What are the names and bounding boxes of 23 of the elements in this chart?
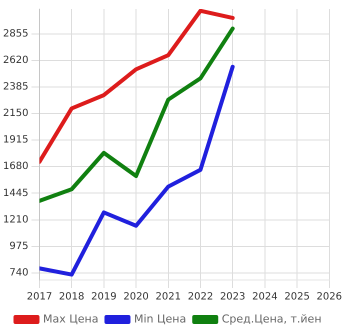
x-tick-label: 2021 [156, 292, 181, 303]
x-tick-label: 2020 [123, 292, 149, 303]
x-tick-label: 2022 [188, 292, 214, 303]
x-tick-label: 2018 [58, 292, 84, 303]
y-tick-label: 1445 [2, 188, 28, 199]
y-tick-label: 1915 [2, 134, 28, 146]
y-tick-label: 2150 [2, 108, 28, 120]
x-tick-label: 2017 [26, 292, 52, 303]
legend-label: Max Цена [42, 312, 98, 326]
legend-label: Min Цена [134, 312, 186, 326]
x-tick-label: 2023 [220, 292, 246, 303]
legend-label: Сред.Цена, т.йен [222, 312, 322, 326]
y-tick-label: 1680 [2, 161, 28, 172]
y-tick-label: 2855 [2, 28, 28, 40]
y-tick-label: 1210 [2, 214, 28, 226]
x-tick-label: 2025 [284, 292, 310, 303]
x-tick-label: 2024 [252, 292, 278, 303]
y-tick-label: 2385 [2, 82, 28, 93]
y-tick-label: 740 [9, 267, 28, 278]
x-tick-label: 2026 [316, 292, 342, 303]
x-tick-label: 2019 [91, 292, 117, 303]
y-tick-label: 2620 [2, 55, 28, 66]
y-tick-label: 975 [9, 240, 28, 252]
